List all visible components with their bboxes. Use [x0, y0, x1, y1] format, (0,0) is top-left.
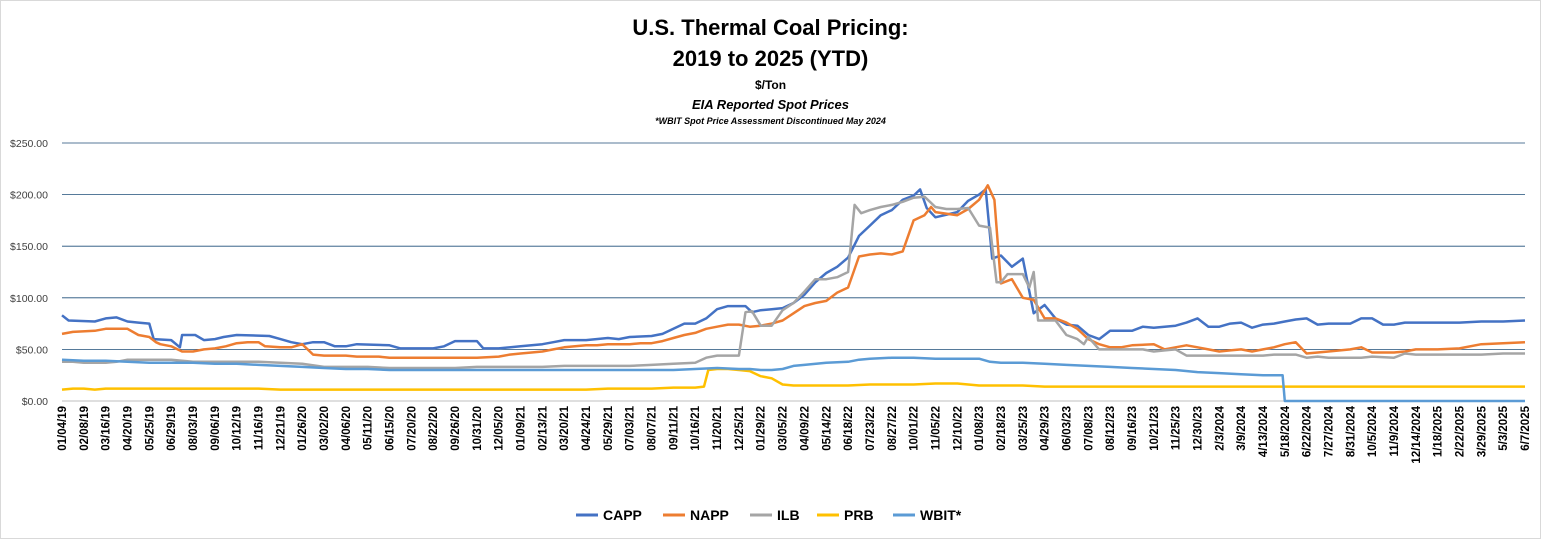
x-tick-label: 12/10/22 [952, 406, 964, 451]
x-tick-label: 01/04/19 [57, 406, 69, 451]
x-tick-label: 01/09/21 [516, 405, 528, 450]
x-tick-label: 01/29/22 [756, 406, 768, 451]
legend-label: NAPP [690, 507, 729, 523]
x-tick-label: 8/31/2024 [1345, 405, 1357, 457]
chart-title-line2: 2019 to 2025 (YTD) [672, 46, 869, 71]
x-tick-label: 04/24/21 [581, 405, 593, 450]
x-tick-label: 08/22/20 [428, 406, 440, 451]
chart-title: U.S. Thermal Coal Pricing: [632, 15, 909, 40]
x-tick-label: 4/13/2024 [1258, 405, 1270, 457]
x-tick-label: 2/3/2024 [1214, 405, 1226, 450]
x-tick-label: 05/25/19 [144, 406, 156, 451]
x-tick-label: 05/11/20 [363, 406, 375, 450]
chart-note: *WBIT Spot Price Assessment Discontinued… [655, 116, 886, 126]
x-tick-label: 07/23/22 [865, 406, 877, 451]
x-tick-label: 11/9/2024 [1389, 405, 1401, 456]
x-tick-label: 08/03/19 [188, 406, 200, 451]
y-tick-label: $200.00 [10, 190, 48, 202]
x-tick-label: 07/20/20 [406, 406, 418, 451]
series-line [61, 188, 1526, 350]
unit-label: $/Ton [754, 78, 787, 92]
x-tick-label: 06/29/19 [166, 406, 178, 451]
x-tick-label: 02/18/23 [996, 406, 1008, 451]
x-tick-label: 11/20/21 [712, 405, 724, 450]
x-tick-label: 08/12/23 [1105, 406, 1117, 451]
chart-subtitle: EIA Reported Spot Prices [692, 97, 849, 112]
x-tick-label: 10/21/23 [1149, 406, 1161, 451]
legend-label: CAPP [603, 507, 642, 523]
x-tick-label: 10/31/20 [472, 406, 484, 451]
x-tick-label: 06/18/22 [843, 406, 855, 451]
x-tick-label: 11/25/23 [1171, 406, 1183, 450]
x-tick-label: 08/07/21 [647, 405, 659, 450]
legend-label: PRB [844, 507, 874, 523]
x-tick-label: 02/08/19 [79, 406, 91, 451]
x-tick-label: 3/29/2025 [1476, 405, 1488, 457]
x-tick-label: 03/25/23 [1018, 406, 1030, 451]
x-tick-label: 06/15/20 [385, 406, 397, 451]
x-tick-label: 2/22/2025 [1454, 405, 1466, 457]
x-tick-label: 3/9/2024 [1236, 405, 1248, 450]
series-line [61, 356, 1525, 403]
x-tick-label: 01/08/23 [974, 406, 986, 451]
series-line [61, 184, 1526, 359]
x-tick-label: 12/14/2024 [1411, 405, 1423, 463]
series-line [61, 367, 1525, 391]
x-tick-label: 5/3/2025 [1498, 405, 1510, 450]
x-tick-label: 03/16/19 [101, 406, 113, 451]
y-tick-label: $100.00 [10, 293, 48, 305]
x-tick-label: 10/12/19 [232, 406, 244, 451]
y-tick-label: $50.00 [16, 344, 48, 356]
x-tick-label: 09/11/21 [668, 405, 680, 450]
x-tick-label: 04/29/23 [1040, 406, 1052, 451]
x-tick-label: 6/22/2024 [1302, 405, 1314, 457]
x-tick-label: 01/26/20 [297, 406, 309, 451]
x-tick-label: 04/09/22 [799, 406, 811, 451]
x-tick-label: 03/20/21 [559, 405, 571, 450]
y-tick-label: $150.00 [10, 241, 48, 253]
x-tick-label: 09/06/19 [210, 406, 222, 451]
x-tick-label: 11/16/19 [254, 406, 266, 450]
x-tick-label: 06/03/23 [1061, 406, 1073, 451]
x-tick-label: 10/16/21 [690, 405, 702, 450]
x-tick-label: 08/27/22 [887, 406, 899, 451]
x-tick-label: 02/13/21 [537, 405, 549, 450]
x-tick-label: 04/20/19 [123, 406, 135, 451]
x-tick-label: 10/5/2024 [1367, 405, 1379, 457]
x-tick-label: 12/30/23 [1192, 406, 1204, 451]
x-tick-label: 09/26/20 [450, 406, 462, 451]
series-line [62, 195, 1525, 370]
x-tick-label: 11/05/22 [930, 406, 942, 450]
x-tick-label: 05/14/22 [821, 406, 833, 451]
x-tick-label: 10/01/22 [909, 406, 921, 451]
x-tick-label: 07/08/23 [1083, 406, 1095, 451]
y-tick-label: $0.00 [22, 396, 48, 408]
legend-label: ILB [777, 507, 800, 523]
x-tick-label: 12/21/19 [275, 406, 287, 451]
y-tick-label: $250.00 [10, 138, 48, 150]
x-tick-label: 5/18/2024 [1280, 405, 1292, 457]
x-tick-label: 04/06/20 [341, 406, 353, 451]
x-tick-label: 03/02/20 [319, 406, 331, 451]
x-tick-label: 12/25/21 [734, 405, 746, 450]
legend-label: WBIT* [920, 507, 962, 523]
x-tick-label: 07/03/21 [625, 405, 637, 450]
x-tick-label: 05/29/21 [603, 405, 615, 450]
x-tick-label: 03/05/22 [778, 406, 790, 451]
x-tick-label: 12/05/20 [494, 406, 506, 451]
x-tick-label: 6/7/2025 [1520, 405, 1532, 450]
x-tick-label: 09/16/23 [1127, 406, 1139, 451]
x-tick-label: 7/27/2024 [1323, 405, 1335, 457]
x-tick-label: 1/18/2025 [1433, 405, 1445, 457]
